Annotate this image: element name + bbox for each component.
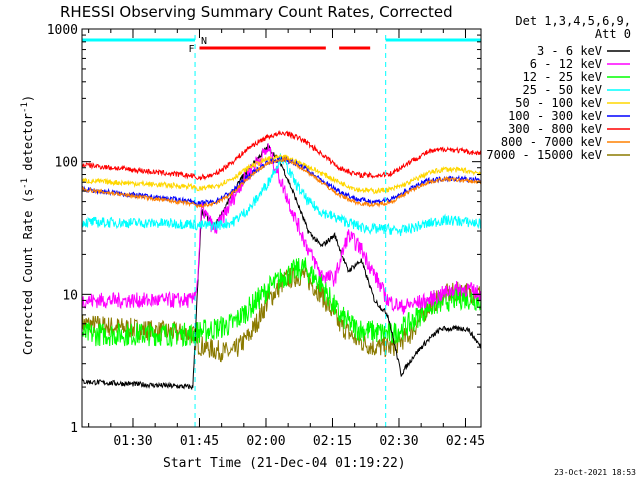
y-axis-label-sup1: -1 xyxy=(20,178,30,189)
y-tick-label: 1000 xyxy=(47,23,78,38)
timestamp: 23-Oct-2021 18:53 xyxy=(554,468,636,477)
y-axis-label: Corrected Count Rate (s-1 detector-1) xyxy=(20,95,35,355)
series-line-1 xyxy=(81,143,482,315)
y-axis-label-part2: detector xyxy=(21,113,35,178)
legend-label-4: 50 - 100 keV xyxy=(515,96,602,110)
chart-title: RHESSI Observing Summary Count Rates, Co… xyxy=(60,3,453,21)
y-tick-label: 1 xyxy=(70,421,78,436)
y-tick-label: 100 xyxy=(55,156,78,171)
x-tick-label: 01:30 xyxy=(113,434,152,449)
plot-frame xyxy=(81,28,482,428)
legend-label-1: 6 - 12 keV xyxy=(530,57,602,71)
series-line-7 xyxy=(81,155,482,209)
legend-header: Det 1,3,4,5,6,9, xyxy=(515,14,631,28)
legend-label-0: 3 - 6 keV xyxy=(537,44,602,58)
flare-flag-label: F xyxy=(188,44,194,55)
y-axis-label-sup2: -1 xyxy=(20,102,30,113)
x-tick-label: 01:45 xyxy=(180,434,219,449)
legend-label-6: 300 - 800 keV xyxy=(508,122,602,136)
x-axis-label: Start Time (21-Dec-04 01:19:22) xyxy=(163,456,406,471)
night-flag-label: N xyxy=(201,36,207,47)
legend-label-8: 7000 - 15000 keV xyxy=(486,148,602,162)
x-tick-label: 02:15 xyxy=(313,434,352,449)
series-line-6 xyxy=(81,129,482,181)
y-axis-label-part3: ) xyxy=(21,95,35,102)
x-tick-label: 02:30 xyxy=(379,434,418,449)
legend-label-2: 12 - 25 keV xyxy=(523,70,602,84)
series-line-3 xyxy=(81,153,482,237)
x-axis: 01:30 01:45 02:00 02:15 02:30 02:45 xyxy=(88,29,485,449)
legend-label-3: 25 - 50 keV xyxy=(523,83,602,97)
y-axis-label-part1: Corrected Count Rate (s xyxy=(21,189,35,355)
x-tick-label: 02:45 xyxy=(446,434,485,449)
series-line-2 xyxy=(81,257,482,348)
plot-area: FN xyxy=(81,35,482,427)
series-line-0 xyxy=(81,143,482,391)
legend-label-5: 100 - 300 keV xyxy=(508,109,602,123)
x-tick-label: 02:00 xyxy=(246,434,285,449)
y-tick-label: 10 xyxy=(62,288,78,303)
legend-label-7: 800 - 7000 keV xyxy=(501,135,602,149)
y-axis: 1 10 100 1000 xyxy=(47,23,481,436)
legend-header-att: Att 0 xyxy=(595,27,631,41)
series-line-4 xyxy=(81,154,482,195)
